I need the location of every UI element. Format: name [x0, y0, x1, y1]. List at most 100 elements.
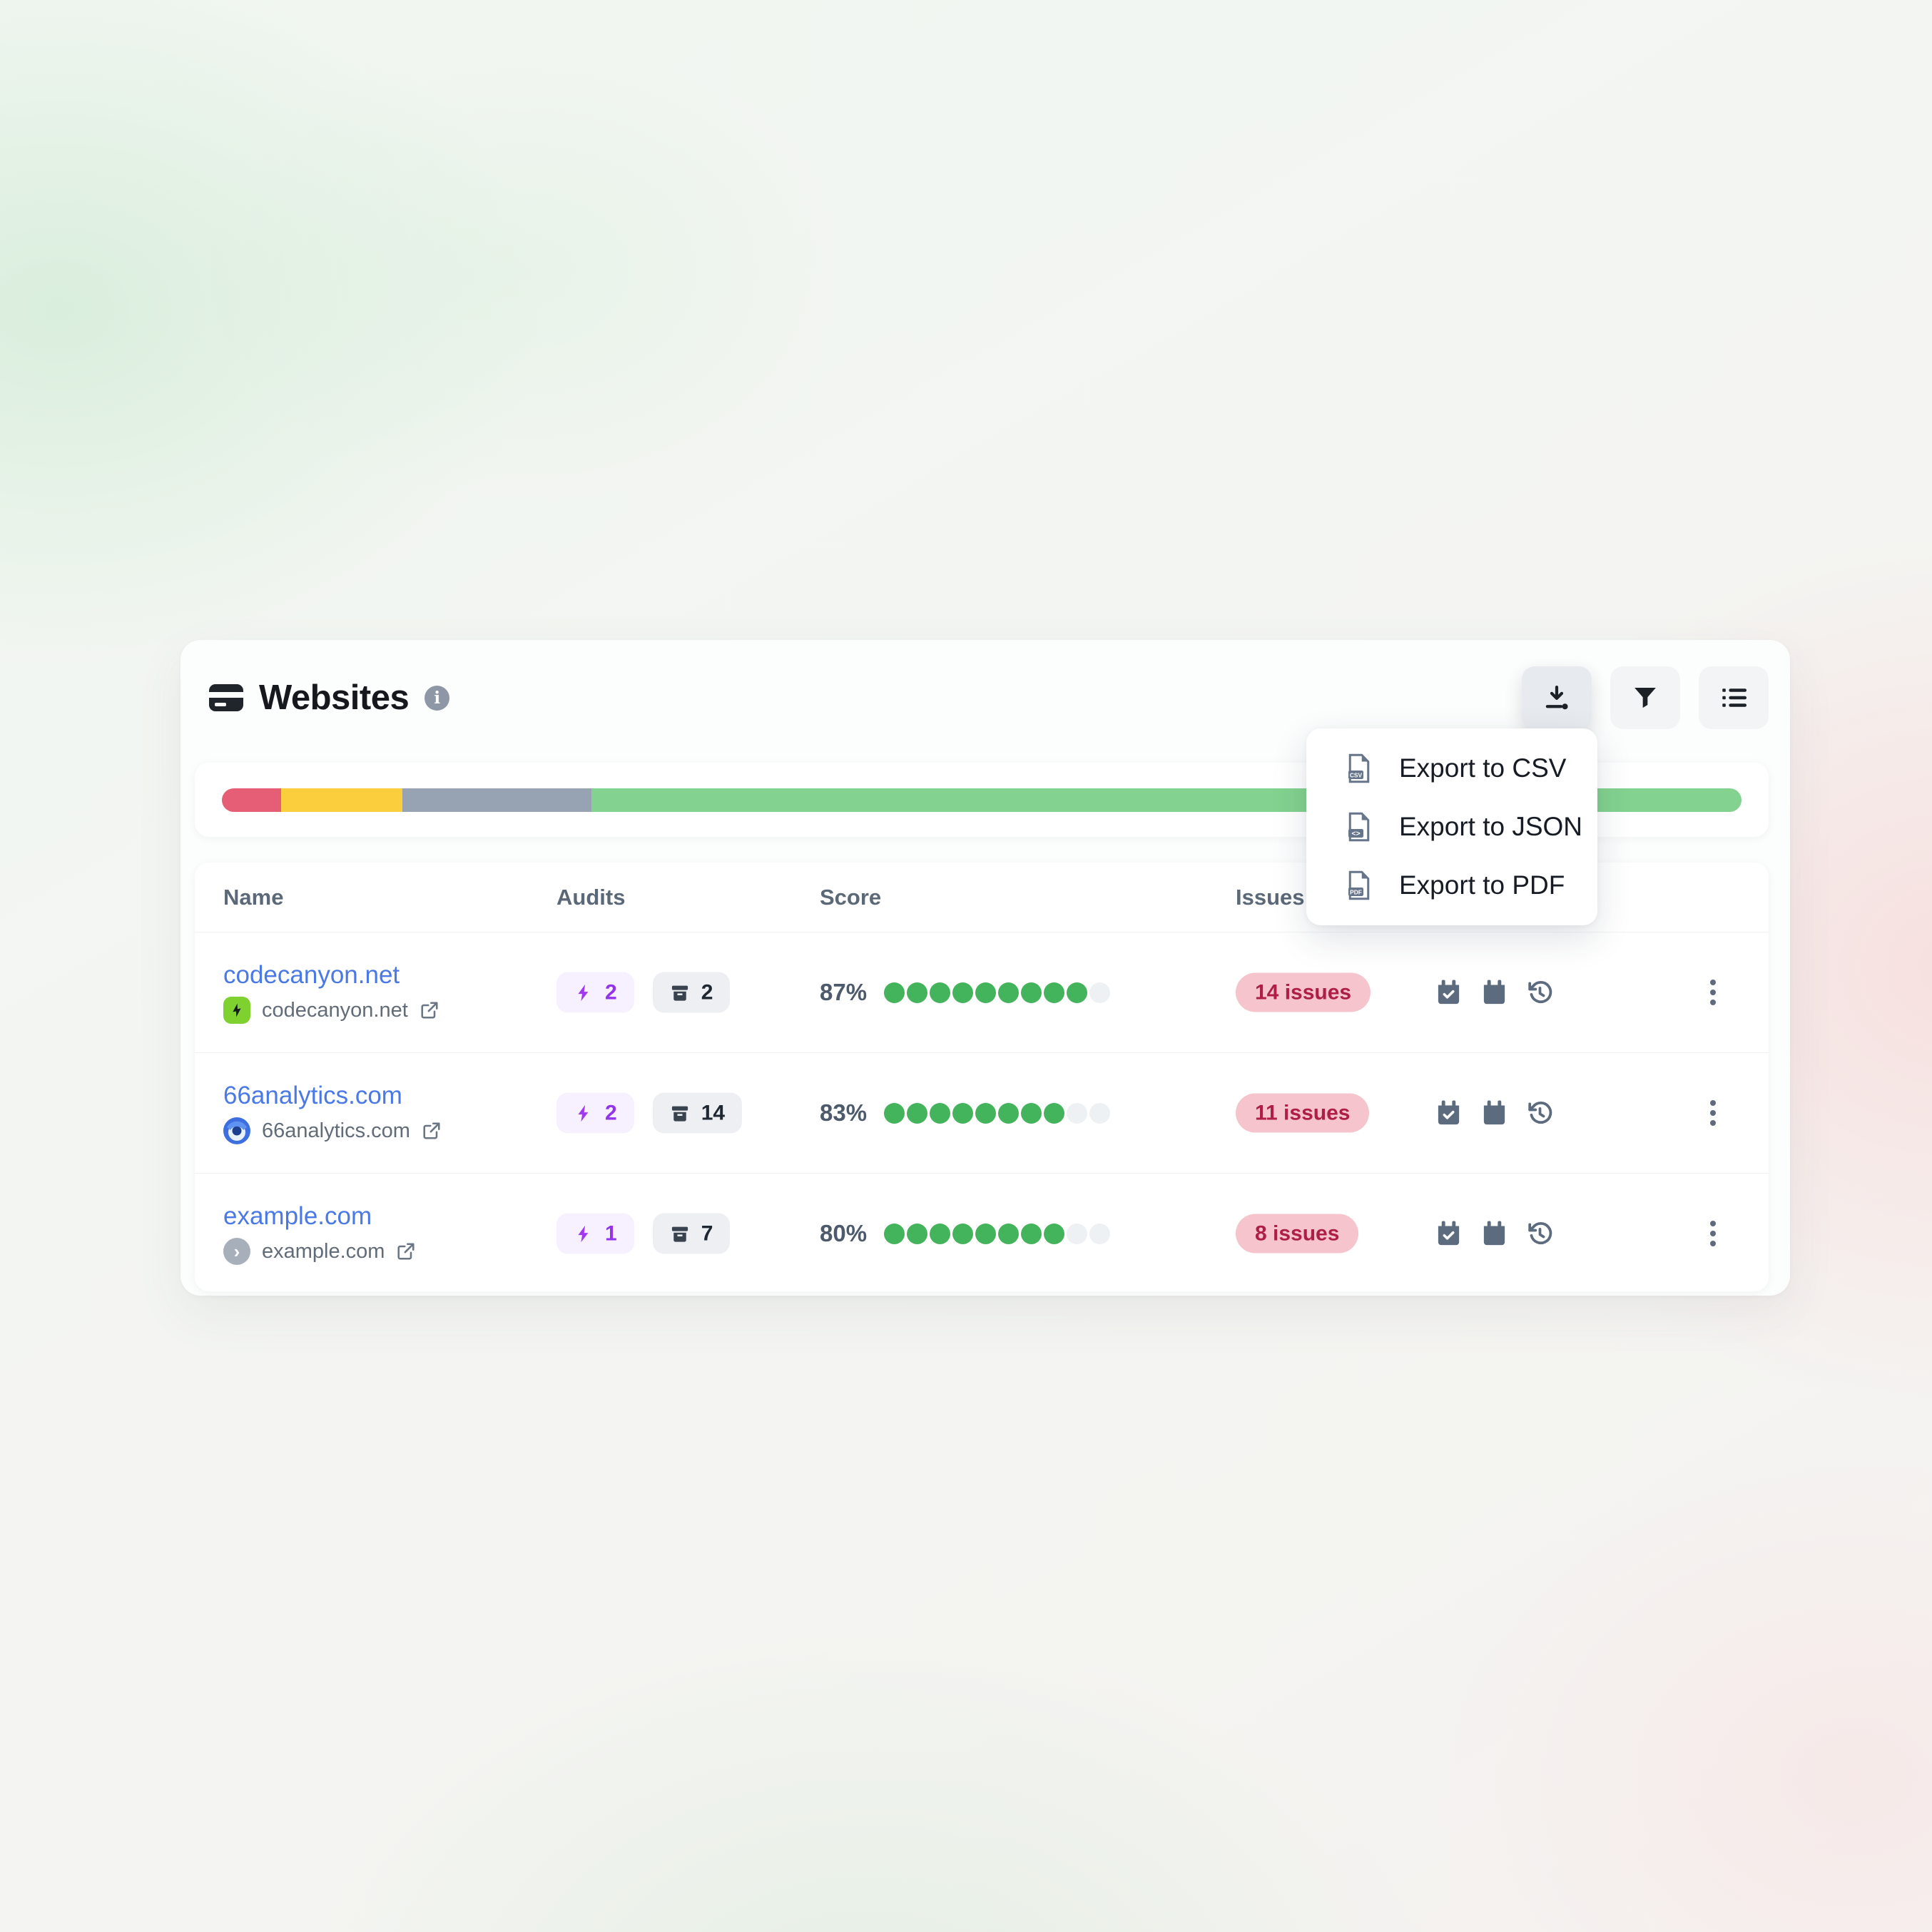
website-name-cell: codecanyon.net codecanyon.net [223, 961, 439, 1024]
table-row: example.com › example.com [195, 1173, 1769, 1293]
list-view-button[interactable] [1699, 666, 1769, 729]
history-button[interactable] [1526, 1220, 1554, 1248]
svg-text:<>: <> [1351, 829, 1360, 838]
fast-audits-badge: 1 [556, 1213, 634, 1254]
row-actions [1435, 979, 1554, 1007]
row-menu-button[interactable] [1692, 1220, 1734, 1247]
score-dot [884, 1102, 905, 1124]
export-dropdown: CSV Export to CSV <> Export to JSON PDF … [1306, 728, 1597, 925]
calendar-button[interactable] [1480, 1099, 1508, 1127]
score-dot [1067, 982, 1087, 1003]
row-menu-button[interactable] [1692, 979, 1734, 1006]
issues-badge: 14 issues [1236, 972, 1371, 1012]
archived-audits-badge: 7 [652, 1213, 731, 1254]
export-download-button[interactable] [1522, 666, 1592, 729]
summary-bar-segment-unknown [402, 788, 591, 812]
calendar-button[interactable] [1480, 1220, 1508, 1248]
row-menu-button[interactable] [1692, 1099, 1734, 1127]
score-dot [952, 982, 973, 1003]
website-name-cell: example.com › example.com [223, 1202, 416, 1265]
websites-table: Name Audits Score Issues codecanyon.net [195, 863, 1769, 1291]
table-header-row: Name Audits Score Issues [195, 863, 1769, 932]
score-cell: 80% [820, 1220, 1110, 1247]
scheduled-audits-button[interactable] [1435, 979, 1463, 1007]
domain-text: 66analytics.com [262, 1119, 410, 1142]
favicon-gray-chevron: › [223, 1238, 250, 1265]
score-dot [1044, 1102, 1064, 1124]
export-menu-item[interactable]: PDF Export to PDF [1306, 856, 1597, 915]
history-button[interactable] [1526, 1099, 1554, 1127]
domain-text: codecanyon.net [262, 998, 408, 1022]
score-value: 80% [820, 1220, 868, 1246]
archived-audits-badge: 2 [652, 972, 731, 1013]
file-export-icon: CSV [1348, 753, 1370, 783]
scheduled-audits-button[interactable] [1435, 1220, 1463, 1248]
score-dot [930, 1223, 950, 1244]
history-icon [1528, 1102, 1552, 1124]
info-icon[interactable]: i [424, 685, 450, 711]
score-dot [1089, 1223, 1110, 1244]
score-value: 87% [820, 979, 868, 1005]
export-menu-item[interactable]: <> Export to JSON [1306, 798, 1597, 856]
score-dot [930, 1102, 950, 1124]
archived-audits-badge: 14 [652, 1092, 743, 1134]
score-dot [1067, 1223, 1087, 1244]
download-icon [1545, 686, 1568, 710]
score-dot [907, 982, 927, 1003]
summary-bar-segment-poor [222, 788, 282, 812]
score-dot [975, 1223, 996, 1244]
score-cell: 83% [820, 1099, 1110, 1127]
favicon-green-bolt [223, 997, 250, 1024]
score-dot [884, 1223, 905, 1244]
score-dot [998, 1102, 1019, 1124]
bolt-icon [578, 1104, 589, 1122]
audits-cell: 2 14 [556, 1092, 743, 1134]
table-row: 66analytics.com [195, 1052, 1769, 1173]
website-link[interactable]: 66analytics.com [223, 1082, 402, 1109]
audits-cell: 1 7 [556, 1213, 731, 1254]
calendar-check-icon [1438, 1100, 1460, 1125]
score-dot [1089, 982, 1110, 1003]
page-title: Websites [259, 678, 410, 717]
filter-button[interactable] [1610, 666, 1680, 729]
score-dot [1067, 1102, 1087, 1124]
row-actions [1435, 1099, 1554, 1127]
table-body: codecanyon.net codecanyon.net [195, 932, 1769, 1293]
domain-text: example.com [262, 1239, 385, 1263]
external-link-icon[interactable] [422, 1121, 442, 1141]
score-dot [907, 1223, 927, 1244]
fast-audits-badge: 2 [556, 1092, 634, 1134]
history-icon [1528, 981, 1552, 1004]
score-dot [998, 982, 1019, 1003]
row-actions [1435, 1220, 1554, 1248]
score-dot [884, 982, 905, 1003]
score-dot [1021, 1102, 1042, 1124]
score-dot [952, 1102, 973, 1124]
score-dot [930, 982, 950, 1003]
website-domain-row: codecanyon.net [223, 997, 439, 1024]
export-menu-label: Export to CSV [1399, 753, 1567, 783]
calendar-icon [1483, 1221, 1505, 1246]
history-icon [1528, 1222, 1552, 1245]
column-header-name: Name [223, 884, 284, 910]
score-dots [884, 982, 1110, 1003]
website-link[interactable]: example.com [223, 1202, 372, 1230]
file-export-icon: <> [1348, 812, 1370, 842]
website-domain-row: › example.com [223, 1238, 416, 1265]
calendar-check-icon [1438, 980, 1460, 1005]
scheduled-audits-button[interactable] [1435, 1099, 1463, 1127]
history-button[interactable] [1526, 979, 1554, 1007]
export-menu-item[interactable]: CSV Export to CSV [1306, 739, 1597, 798]
external-link-icon[interactable] [420, 1000, 439, 1020]
score-dot [1021, 982, 1042, 1003]
filter-icon [1634, 688, 1656, 708]
calendar-button[interactable] [1480, 979, 1508, 1007]
archive-icon [671, 985, 688, 1001]
export-menu-label: Export to PDF [1399, 870, 1565, 900]
score-dots [884, 1223, 1110, 1244]
external-link-icon[interactable] [396, 1241, 416, 1261]
score-dot [1021, 1223, 1042, 1244]
website-link[interactable]: codecanyon.net [223, 961, 400, 989]
column-header-audits: Audits [556, 884, 626, 910]
favicon-blue-eye [223, 1117, 250, 1144]
